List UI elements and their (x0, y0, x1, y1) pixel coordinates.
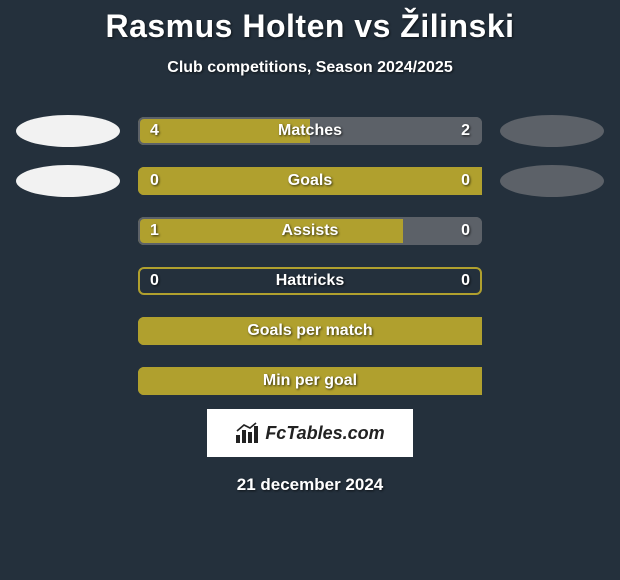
stat-row: 00Hattricks (0, 265, 620, 297)
page-subtitle: Club competitions, Season 2024/2025 (0, 59, 620, 77)
stat-label: Hattricks (138, 267, 482, 295)
stat-label: Matches (138, 117, 482, 145)
stat-bar: 10Assists (138, 217, 482, 245)
stat-label: Min per goal (138, 367, 482, 395)
stat-row: 10Assists (0, 215, 620, 247)
stat-rows-container: 42Matches 00Goals 10Assists 00Hattricks Goal… (0, 115, 620, 397)
stat-row: 42Matches (0, 115, 620, 147)
chart-icon (235, 422, 259, 444)
spacer (16, 215, 120, 247)
stat-label: Goals per match (138, 317, 482, 345)
stat-bar: Goals per match (138, 317, 482, 345)
stat-bar: 00Hattricks (138, 267, 482, 295)
stat-bar: Min per goal (138, 367, 482, 395)
stat-label: Goals (138, 167, 482, 195)
stat-row: Min per goal (0, 365, 620, 397)
spacer (500, 215, 604, 247)
stat-label: Assists (138, 217, 482, 245)
spacer (500, 265, 604, 297)
date-line: 21 december 2024 (0, 475, 620, 495)
player-oval-right (500, 165, 604, 197)
spacer (500, 365, 604, 397)
page-title: Rasmus Holten vs Žilinski (0, 0, 620, 45)
stat-row: Goals per match (0, 315, 620, 347)
player-oval-left (16, 165, 120, 197)
spacer (16, 365, 120, 397)
logo-box: FcTables.com (207, 409, 413, 457)
stat-bar: 00Goals (138, 167, 482, 195)
logo-text: FcTables.com (265, 423, 384, 444)
player-oval-left (16, 115, 120, 147)
stat-bar: 42Matches (138, 117, 482, 145)
player-oval-right (500, 115, 604, 147)
stat-row: 00Goals (0, 165, 620, 197)
spacer (16, 315, 120, 347)
spacer (500, 315, 604, 347)
spacer (16, 265, 120, 297)
